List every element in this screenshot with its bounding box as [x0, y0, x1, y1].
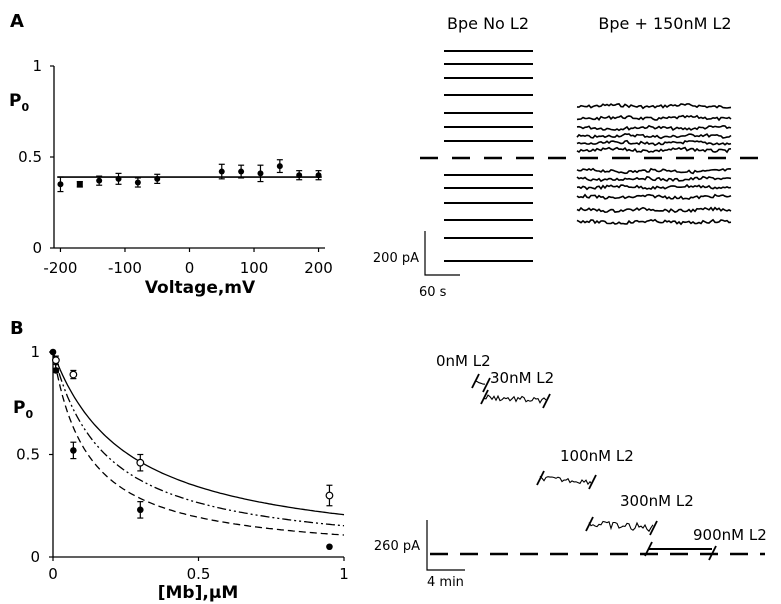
- data-point-filled-circle: [326, 543, 333, 551]
- data-point-open-circle: [52, 355, 60, 365]
- trace-line: [576, 167, 732, 175]
- data-point: [218, 163, 225, 180]
- x-tick-label: -200: [43, 259, 77, 277]
- data-point: [57, 176, 64, 193]
- data-point-filled-circle: [49, 348, 57, 356]
- trace-segment: [471, 373, 491, 393]
- x-tick-label: 0: [48, 565, 58, 583]
- data-point-open-circle: [325, 484, 334, 507]
- scale-time-a: 60 s: [419, 285, 447, 300]
- concentration-chart-y-title: P0: [13, 398, 33, 421]
- traces-no-l2: [444, 50, 533, 262]
- trace-line: [576, 206, 732, 214]
- x-tick-label: 0.5: [187, 565, 211, 583]
- label-900nm: 900nM L2: [693, 526, 767, 544]
- x-tick-label: -100: [108, 259, 142, 277]
- voltage-chart: 00.51 -200 -100 0 100 200 P0 Voltage,mV: [9, 57, 333, 298]
- concentration-chart-x-title: [Mb],μM: [158, 583, 239, 603]
- trace-line: [576, 146, 732, 154]
- trace-line: [576, 193, 732, 200]
- y-tick-label: 0.5: [18, 148, 42, 166]
- data-point: [96, 175, 103, 186]
- voltage-chart-y-ticks: 00.51: [18, 57, 54, 257]
- scale-bar-b: [426, 520, 465, 571]
- label-0nm: 0nM L2: [436, 352, 491, 370]
- data-point: [115, 172, 122, 185]
- scale-current-a: 200 pA: [373, 251, 419, 266]
- concentration-chart-y-ticks: 00.51: [16, 343, 53, 566]
- voltage-chart-points: [57, 159, 322, 193]
- concentration-trace-segments: [471, 373, 717, 561]
- trace-segment: [644, 541, 717, 561]
- scale-bar-a: [424, 231, 460, 276]
- concentration-chart-x-ticks: 0 0.5 1: [48, 557, 349, 583]
- data-point: [154, 173, 161, 184]
- y-tick-label: 0.5: [16, 446, 40, 464]
- label-30nm: 30nM L2: [490, 369, 554, 387]
- data-point-open-circle: [69, 369, 78, 380]
- trace-line: [576, 114, 732, 122]
- data-point-filled-circle: [52, 367, 60, 374]
- traces-b: 0nM L2 30nM L2 100nM L2 300nM L2 900nM L…: [374, 352, 767, 590]
- data-point: [134, 177, 141, 188]
- data-point: [315, 170, 322, 181]
- trace-line: [576, 218, 732, 226]
- y-tick-label: 0: [32, 239, 42, 257]
- label-100nm: 100nM L2: [560, 447, 634, 465]
- voltage-chart-x-title: Voltage,mV: [145, 278, 256, 298]
- trace-line: [576, 124, 732, 132]
- traces-150nm-l2: [576, 103, 732, 226]
- panel-a-label: A: [10, 11, 24, 32]
- trace-segment: [585, 516, 658, 536]
- x-tick-label: 1: [339, 565, 349, 583]
- concentration-chart-points: [49, 348, 334, 551]
- trace-line: [576, 183, 732, 191]
- voltage-chart-y-title: P0: [9, 91, 29, 114]
- trace-line: [576, 175, 732, 183]
- x-tick-label: 100: [240, 259, 269, 277]
- data-point: [238, 164, 245, 179]
- trace-line: [576, 103, 732, 110]
- data-point-open-circle: [136, 453, 145, 472]
- trace-title-no-l2: Bpe No L2: [447, 14, 529, 33]
- data-point: [76, 180, 83, 188]
- concentration-chart-curves: [52, 351, 345, 536]
- data-point-filled-circle: [70, 441, 77, 460]
- y-tick-label: 0: [30, 548, 40, 566]
- y-tick-label: 1: [30, 343, 40, 361]
- data-point: [257, 164, 264, 183]
- fit-curve-dashed: [52, 351, 345, 536]
- fit-curve-solid: [52, 351, 345, 516]
- fit-curve-dash-dot-dot: [52, 351, 345, 527]
- label-300nm: 300nM L2: [620, 492, 694, 510]
- panel-b-label: B: [10, 318, 24, 339]
- scale-current-b: 260 pA: [374, 539, 420, 554]
- trace-segment: [480, 389, 551, 409]
- trace-title-150nm-l2: Bpe + 150nM L2: [598, 14, 731, 33]
- x-tick-label: 0: [185, 259, 195, 277]
- data-point: [276, 159, 283, 174]
- trace-line: [576, 133, 732, 140]
- trace-line: [576, 139, 732, 147]
- concentration-chart: 00.51 0 0.5 1 P0 [Mb],μM: [13, 343, 349, 603]
- traces-a: Bpe No L2 Bpe + 150nM L2 200 pA 60 s: [373, 14, 760, 300]
- data-point-filled-circle: [137, 501, 144, 519]
- scale-time-b: 4 min: [427, 575, 464, 590]
- trace-segment: [536, 470, 597, 490]
- y-tick-label: 1: [32, 57, 42, 75]
- x-tick-label: 200: [304, 259, 333, 277]
- voltage-chart-x-ticks: -200 -100 0 100 200: [43, 248, 333, 277]
- data-point: [296, 170, 303, 181]
